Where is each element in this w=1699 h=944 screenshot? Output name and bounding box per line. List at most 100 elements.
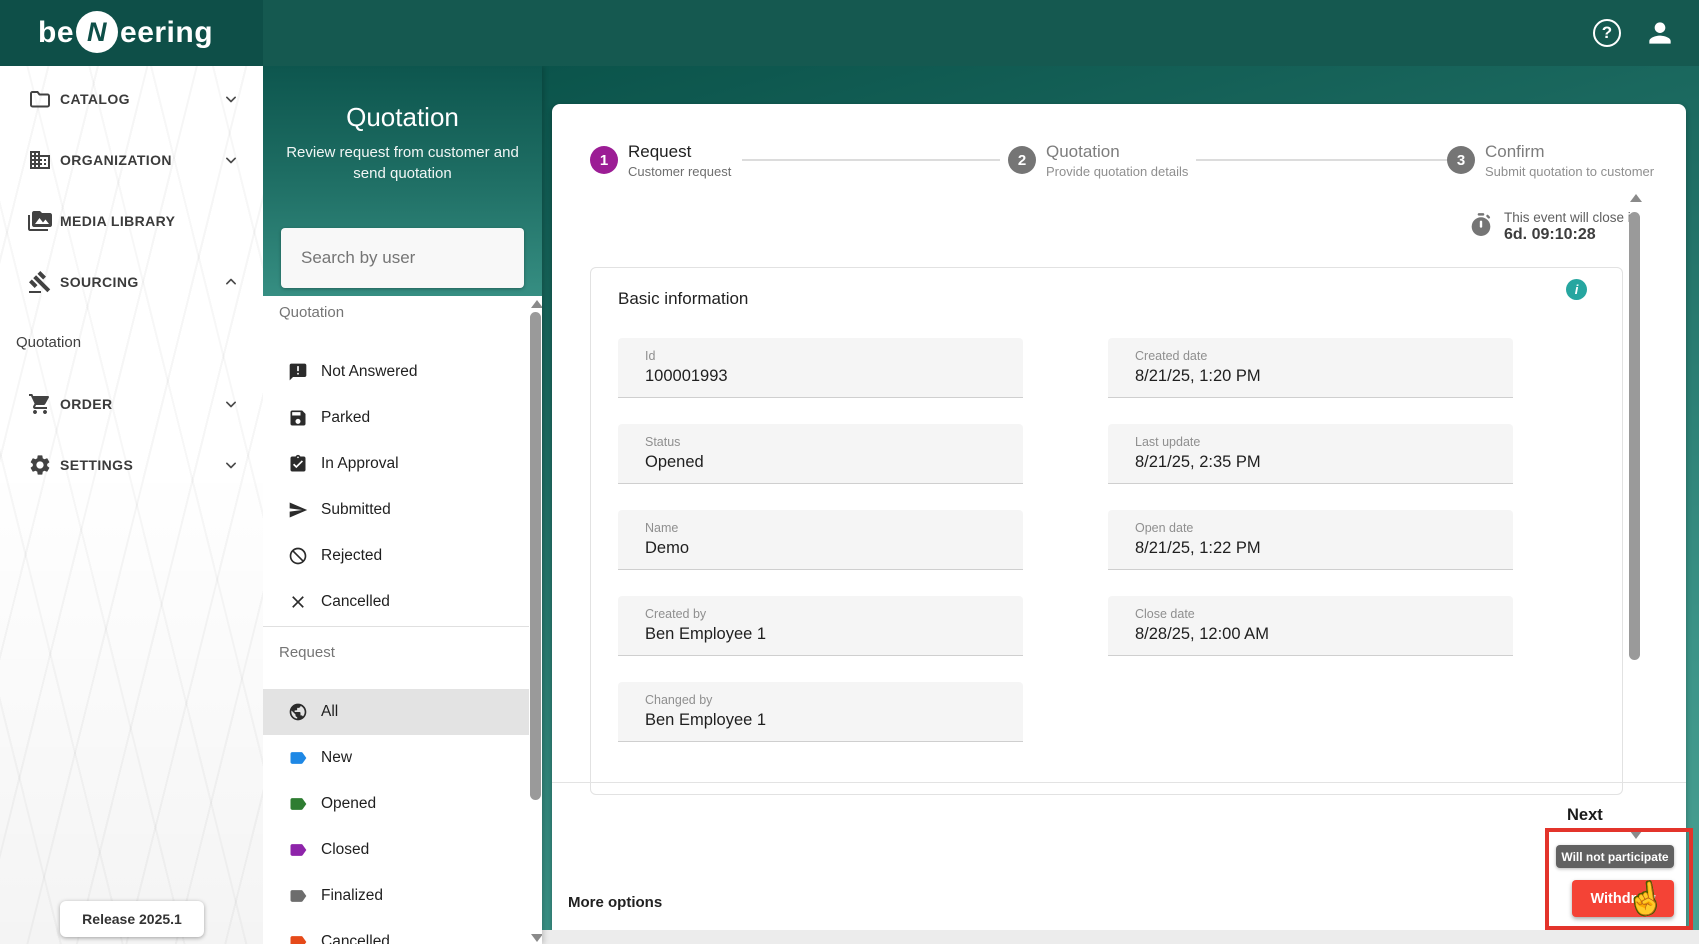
filter-item-all[interactable]: All xyxy=(263,689,529,735)
field-value: 8/21/25, 1:20 PM xyxy=(1135,367,1261,385)
filter-item-parked[interactable]: Parked xyxy=(263,395,529,441)
stopwatch-icon xyxy=(1471,213,1491,236)
field-label: Close date xyxy=(1135,607,1195,621)
step-3[interactable]: Confirm Submit quotation to customer xyxy=(1485,142,1654,179)
filter-item-finalized[interactable]: Finalized xyxy=(263,873,529,919)
cart-icon xyxy=(29,393,49,414)
field-value: Demo xyxy=(645,539,690,557)
filter-item-submitted[interactable]: Submitted xyxy=(263,487,529,533)
sidebar-item-label: SOURCING xyxy=(60,273,139,290)
panel-scrollbar-thumb[interactable] xyxy=(530,312,541,800)
withdraw-button[interactable]: Withdraw xyxy=(1572,880,1674,917)
field-close-date: Close date 8/28/25, 12:00 AM xyxy=(1108,596,1513,656)
help-icon: ? xyxy=(1601,23,1613,42)
field-status: Status Opened xyxy=(618,424,1023,484)
logo-block: be N eering xyxy=(0,0,263,66)
footer-divider xyxy=(552,782,1686,783)
filter-item-rejected[interactable]: Rejected xyxy=(263,533,529,579)
step-subtitle: Customer request xyxy=(628,164,732,179)
gear-icon xyxy=(30,454,50,475)
filter-item-new[interactable]: New xyxy=(263,735,529,781)
tutorial-highlight-box: Will not participate Withdraw xyxy=(1545,828,1693,930)
sidebar-item-settings[interactable]: SETTINGS xyxy=(0,434,263,495)
step-subtitle: Submit quotation to customer xyxy=(1485,164,1655,179)
field-label: Created date xyxy=(1135,349,1208,363)
filter-item-opened[interactable]: Opened xyxy=(263,781,529,827)
sidebar-item-label: ORGANIZATION xyxy=(60,151,172,168)
quotation-wizard-card: 1 Request Customer request 2 Quotation P… xyxy=(552,104,1686,930)
globe-icon xyxy=(289,703,307,721)
panel-title: Quotation xyxy=(346,102,459,132)
step-3-circle[interactable]: 3 xyxy=(1447,146,1475,174)
step-subtitle: Provide quotation details xyxy=(1046,164,1189,179)
filter-item-label: Parked xyxy=(321,409,371,426)
panel-divider xyxy=(263,626,529,627)
tag-icon xyxy=(290,936,307,944)
quotation-panel: Quotation Review request from customer a… xyxy=(263,66,542,944)
nav-sidebar: CATALOG ORGANIZATION MEDIA LIBRARY SOURC… xyxy=(0,66,263,944)
field-name: Name Demo xyxy=(618,510,1023,570)
step-2[interactable]: Quotation Provide quotation details xyxy=(1046,142,1188,179)
logo-text-suffix: eering xyxy=(120,16,214,49)
field-value: Ben Employee 1 xyxy=(645,625,767,643)
next-button[interactable]: Next xyxy=(1567,806,1603,824)
step-title: Request xyxy=(628,142,692,161)
field-id: Id 100001993 xyxy=(618,338,1023,398)
filter-item-cancelled-quotation[interactable]: Cancelled xyxy=(263,579,529,625)
field-label: Last update xyxy=(1135,435,1201,449)
stepper-connector xyxy=(1196,159,1448,161)
help-button[interactable]: ? xyxy=(1593,19,1621,47)
sidebar-item-order[interactable]: ORDER xyxy=(0,373,263,434)
panel-scrollbar-down-arrow[interactable] xyxy=(531,934,542,942)
filter-item-not-answered[interactable]: Not Answered xyxy=(263,349,529,395)
folder-icon xyxy=(30,90,50,107)
sidebar-item-label: ORDER xyxy=(60,395,113,412)
main-scrollbar-thumb[interactable] xyxy=(1629,212,1640,660)
building-icon xyxy=(30,150,50,169)
filter-item-label: New xyxy=(321,749,353,766)
logo-n-badge: N xyxy=(76,11,119,53)
step-2-circle[interactable]: 2 xyxy=(1008,146,1036,174)
sidebar-item-organization[interactable]: ORGANIZATION xyxy=(0,129,263,190)
main-content-area: 1 Request Customer request 2 Quotation P… xyxy=(542,66,1699,944)
search-input[interactable] xyxy=(281,248,522,268)
filter-item-label: Cancelled xyxy=(321,593,390,610)
field-value: 100001993 xyxy=(645,367,728,385)
top-app-bar: be N eering ? xyxy=(0,0,1699,66)
filter-item-label: Submitted xyxy=(321,501,391,518)
step-1[interactable]: Request Customer request xyxy=(628,142,731,179)
main-scrollbar-down-arrow[interactable] xyxy=(1630,831,1642,839)
tag-icon xyxy=(290,798,307,810)
sidebar-item-sourcing[interactable]: SOURCING xyxy=(0,251,263,312)
field-label: Id xyxy=(645,349,656,363)
filter-item-cancelled-request[interactable]: Cancelled xyxy=(263,919,529,944)
quotation-panel-header: Quotation Review request from customer a… xyxy=(263,66,542,296)
more-options-button[interactable]: More options xyxy=(568,894,663,911)
main-scrollbar-up-arrow[interactable] xyxy=(1630,194,1642,202)
filter-item-label: All xyxy=(321,703,339,720)
panel-scrollbar-up-arrow[interactable] xyxy=(531,300,542,308)
filter-item-in-approval[interactable]: In Approval xyxy=(263,441,529,487)
step-1-circle[interactable]: 1 xyxy=(590,146,618,174)
filter-item-label: Rejected xyxy=(321,547,383,564)
sidebar-item-media-library[interactable]: MEDIA LIBRARY xyxy=(0,190,263,251)
timer-label: This event will close in xyxy=(1504,210,1639,225)
field-open-date: Open date 8/21/25, 1:22 PM xyxy=(1108,510,1513,570)
field-changed-by: Changed by Ben Employee 1 xyxy=(618,682,1023,742)
sidebar-item-catalog[interactable]: CATALOG xyxy=(0,68,263,129)
release-version-button[interactable]: Release 2025.1 xyxy=(60,901,204,937)
close-icon xyxy=(292,596,304,608)
brand-logo: be N eering xyxy=(38,11,214,54)
field-value: 8/21/25, 1:22 PM xyxy=(1135,539,1261,557)
media-library-icon xyxy=(28,210,52,231)
info-icon[interactable]: i xyxy=(1566,279,1587,300)
chevron-down-icon xyxy=(226,401,236,407)
sidebar-item-label: MEDIA LIBRARY xyxy=(60,212,176,229)
event-countdown: This event will close in 6d. 09:10:28 xyxy=(1468,210,1638,244)
sidebar-subitem-quotation[interactable]: Quotation xyxy=(0,312,263,373)
stepper-connector xyxy=(742,159,1000,161)
bottom-strip xyxy=(542,930,1699,944)
filter-item-closed[interactable]: Closed xyxy=(263,827,529,873)
account-button[interactable] xyxy=(1644,17,1676,49)
